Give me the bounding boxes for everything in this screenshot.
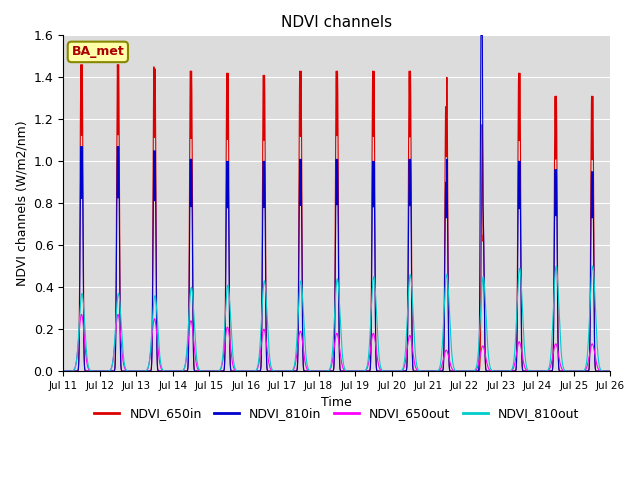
NDVI_650out	[481, 351, 489, 357]
NDVI_810in	[448, 368, 456, 374]
NDVI_810out	[607, 368, 614, 374]
NDVI_650in	[77, 62, 84, 68]
Y-axis label: NDVI channels (W/m2/nm): NDVI channels (W/m2/nm)	[15, 120, 28, 286]
NDVI_810in	[543, 368, 551, 374]
Line: NDVI_810out: NDVI_810out	[63, 266, 611, 371]
NDVI_650out	[83, 357, 90, 363]
NDVI_650in	[164, 368, 172, 374]
NDVI_810out	[401, 351, 409, 357]
NDVI_650out	[448, 365, 456, 371]
NDVI_650in	[401, 368, 409, 374]
NDVI_810out	[83, 347, 90, 353]
NDVI_650out	[543, 368, 551, 374]
NDVI_810out	[589, 264, 596, 269]
NDVI_810in	[83, 368, 90, 374]
Legend: NDVI_650in, NDVI_810in, NDVI_650out, NDVI_810out: NDVI_650in, NDVI_810in, NDVI_650out, NDV…	[90, 402, 584, 425]
Title: NDVI channels: NDVI channels	[282, 15, 392, 30]
NDVI_810in	[60, 368, 67, 374]
X-axis label: Time: Time	[321, 396, 352, 409]
NDVI_650out	[77, 312, 85, 317]
NDVI_650out	[607, 368, 614, 374]
NDVI_810out	[60, 368, 67, 374]
NDVI_650in	[83, 368, 90, 374]
Text: BA_met: BA_met	[72, 46, 124, 59]
NDVI_810in	[164, 368, 172, 374]
NDVI_650in	[607, 368, 614, 374]
NDVI_650out	[164, 368, 172, 374]
NDVI_650in	[60, 368, 67, 374]
NDVI_650out	[401, 360, 409, 365]
NDVI_810in	[481, 355, 489, 360]
NDVI_650in	[543, 368, 551, 374]
NDVI_810out	[164, 368, 172, 374]
NDVI_810in	[477, 33, 484, 38]
NDVI_650out	[60, 368, 67, 374]
NDVI_810in	[607, 368, 614, 374]
NDVI_810out	[543, 368, 551, 373]
Line: NDVI_650in: NDVI_650in	[63, 65, 611, 371]
NDVI_810in	[401, 368, 409, 374]
NDVI_810out	[481, 294, 489, 300]
Line: NDVI_650out: NDVI_650out	[63, 314, 611, 371]
NDVI_650in	[448, 368, 456, 374]
NDVI_650in	[481, 355, 489, 361]
NDVI_810out	[448, 349, 456, 355]
Line: NDVI_810in: NDVI_810in	[63, 36, 611, 371]
